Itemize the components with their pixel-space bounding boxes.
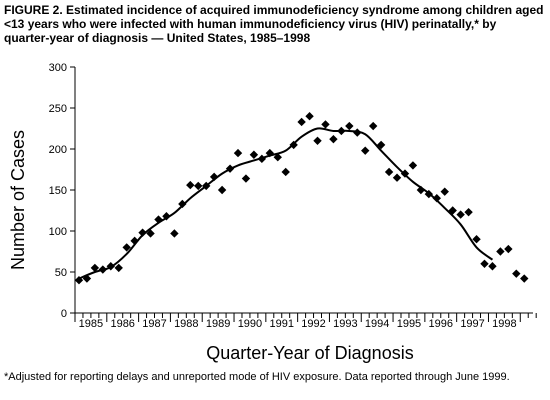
data-point: [257, 154, 267, 164]
data-point: [233, 148, 243, 158]
data-point: [114, 263, 123, 273]
data-point: [321, 120, 330, 129]
y-axis-label: Number of Cases: [8, 130, 28, 270]
data-point: [488, 262, 497, 271]
data-point: [368, 121, 378, 131]
data-point: [217, 185, 227, 195]
data-point: [297, 117, 306, 127]
data-point: [162, 212, 171, 221]
data-point: [170, 229, 179, 238]
data-point: [178, 199, 187, 209]
x-tick-label: 1992: [301, 318, 325, 330]
x-axis-label: Quarter-Year of Diagnosis: [206, 343, 413, 363]
y-tick-label: 200: [49, 144, 67, 156]
data-point: [345, 121, 354, 131]
data-point: [496, 247, 505, 256]
data-point: [512, 269, 521, 278]
x-tick-label: 1993: [333, 318, 357, 330]
data-point: [98, 265, 108, 274]
x-tick-label: 1995: [397, 318, 421, 330]
data-point: [440, 187, 449, 196]
x-tick-label: 1985: [79, 318, 103, 330]
data-point: [225, 164, 235, 173]
data-point: [146, 229, 155, 238]
x-tick-label: 1989: [206, 318, 230, 330]
x-tick-label: 1996: [429, 318, 453, 330]
data-point: [504, 244, 513, 254]
x-tick-label: 1994: [365, 318, 389, 330]
data-point: [106, 262, 115, 271]
data-point: [201, 181, 211, 191]
x-tick-label: 1986: [110, 318, 134, 330]
data-point: [209, 172, 219, 182]
y-tick-label: 0: [61, 308, 67, 320]
data-point: [74, 276, 84, 285]
data-point: [122, 243, 131, 252]
data-point: [313, 136, 322, 145]
data-point: [456, 210, 465, 219]
data-point: [448, 206, 457, 215]
data-point: [265, 148, 275, 158]
data-point: [305, 112, 314, 121]
figure-title: FIGURE 2. Estimated incidence of acquire…: [4, 3, 544, 45]
data-point: [432, 194, 441, 203]
data-point: [384, 167, 394, 177]
data-point: [520, 274, 529, 283]
data-point: [186, 180, 195, 190]
y-tick-label: 250: [49, 103, 67, 115]
data-point: [464, 207, 473, 217]
x-tick-label: 1988: [174, 318, 198, 330]
data-point: [289, 140, 298, 150]
data-point: [480, 259, 489, 268]
data-point: [241, 174, 251, 183]
y-tick-label: 150: [49, 185, 67, 197]
data-point: [82, 274, 92, 283]
data-point: [408, 161, 418, 170]
data-point: [361, 146, 370, 155]
y-tick-label: 100: [49, 226, 67, 238]
x-tick-label: 1997: [460, 318, 484, 330]
data-point: [337, 126, 346, 136]
y-tick-label: 50: [55, 267, 67, 279]
y-tick-label: 300: [49, 62, 67, 74]
data-point: [392, 173, 402, 182]
x-tick-label: 1991: [269, 318, 293, 330]
data-point: [130, 236, 139, 246]
x-tick-label: 1998: [492, 318, 516, 330]
chart-axes: [74, 67, 533, 314]
data-point: [273, 153, 282, 162]
chart-ticks: 0 50 100 150 200 250 300 1985 1986 1987 1988 1989 19…: [49, 62, 537, 330]
data-point: [154, 215, 163, 224]
data-point: [353, 128, 362, 137]
data-point: [472, 235, 481, 244]
data-point: [329, 134, 338, 144]
data-point: [90, 263, 100, 273]
data-point: [138, 228, 147, 237]
data-point: [376, 140, 386, 150]
data-point: [194, 181, 203, 191]
data-point: [281, 167, 290, 177]
data-point: [400, 169, 410, 178]
data-point: [424, 189, 434, 199]
data-point: [416, 185, 426, 195]
trend-line-layer: [78, 127, 494, 280]
trend-line: [78, 127, 494, 280]
data-points-layer: [74, 112, 529, 285]
x-tick-label: 1990: [238, 318, 262, 330]
x-tick-label: 1987: [142, 318, 166, 330]
footnote: *Adjusted for reporting delays and unrep…: [4, 371, 510, 383]
data-point: [249, 150, 259, 159]
